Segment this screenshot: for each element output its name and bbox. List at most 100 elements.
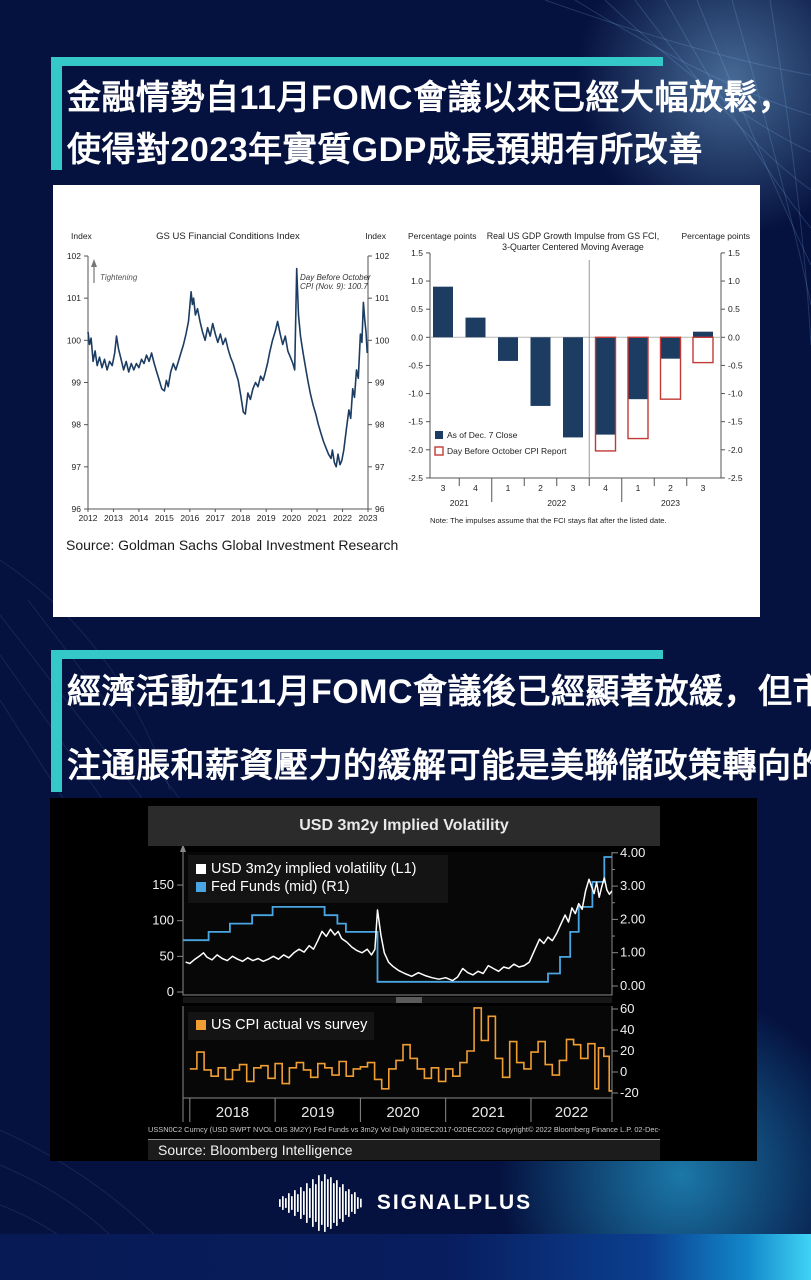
svg-text:3: 3 (571, 483, 576, 493)
svg-text:2022: 2022 (555, 1104, 588, 1121)
footer-gradient-band (0, 1234, 811, 1280)
svg-text:2016: 2016 (180, 513, 199, 523)
headline2-accent-left (51, 650, 62, 792)
bloomberg-source-text: Source: Bloomberg Intelligence (148, 1139, 660, 1160)
headline2-line1: 經濟活動在11月FOMC會議後已經顯著放緩，但市場只關 (67, 673, 811, 711)
svg-text:2013: 2013 (104, 513, 123, 523)
vol-line (185, 877, 612, 982)
headline1-line1: 金融情勢自11月FOMC會議以來已經大幅放鬆， (67, 79, 793, 117)
svg-text:3.00: 3.00 (620, 878, 645, 893)
svg-text:4: 4 (603, 483, 608, 493)
signalplus-logo-text: SIGNALPLUS (376, 1191, 533, 1214)
svg-text:1.5: 1.5 (728, 248, 740, 258)
svg-text:2: 2 (538, 483, 543, 493)
headline1-accent-left (51, 57, 62, 170)
svg-text:100: 100 (67, 335, 81, 345)
svg-text:0.00: 0.00 (620, 978, 645, 993)
svg-text:CPI (Nov. 9): 100.7: CPI (Nov. 9): 100.7 (300, 282, 368, 291)
svg-text:4.00: 4.00 (620, 845, 645, 860)
svg-text:99: 99 (72, 378, 82, 388)
svg-text:US CPI actual vs survey: US CPI actual vs survey (211, 1017, 368, 1033)
svg-text:96: 96 (375, 504, 385, 514)
svg-text:Percentage points: Percentage points (408, 231, 477, 241)
svg-text:101: 101 (67, 293, 81, 303)
gdp-bars (433, 286, 714, 452)
svg-text:0.0: 0.0 (411, 332, 423, 342)
svg-text:2018: 2018 (231, 513, 250, 523)
svg-text:Index: Index (365, 231, 387, 241)
svg-text:3: 3 (441, 483, 446, 493)
svg-text:-0.5: -0.5 (408, 360, 423, 370)
headline1-accent-top (51, 57, 663, 66)
svg-text:As of Dec. 7 Close: As of Dec. 7 Close (447, 430, 518, 440)
svg-text:2020: 2020 (386, 1104, 419, 1121)
svg-text:Tightening: Tightening (100, 273, 138, 282)
svg-text:-1.5: -1.5 (408, 417, 423, 427)
svg-text:96: 96 (72, 504, 82, 514)
svg-text:100: 100 (152, 913, 174, 928)
gs-charts-panel: 96 96 97 97 98 98 99 99 100 100 101 101 102 102 2012 20… (53, 185, 760, 617)
svg-text:1.0: 1.0 (728, 276, 740, 286)
svg-text:Fed Funds (mid) (R1): Fed Funds (mid) (R1) (211, 879, 350, 895)
svg-text:-1.0: -1.0 (408, 389, 423, 399)
svg-text:2015: 2015 (155, 513, 174, 523)
svg-text:2021: 2021 (308, 513, 327, 523)
svg-text:97: 97 (375, 462, 385, 472)
signalplus-logo: SIGNALPLUS (0, 1172, 811, 1234)
svg-text:1: 1 (506, 483, 511, 493)
svg-text:2.00: 2.00 (620, 911, 645, 926)
svg-text:2023: 2023 (661, 498, 680, 508)
svg-text:-1.5: -1.5 (728, 417, 743, 427)
svg-text:2022: 2022 (333, 513, 352, 523)
svg-text:40: 40 (620, 1022, 634, 1037)
svg-text:2020: 2020 (282, 513, 301, 523)
svg-text:1.0: 1.0 (411, 276, 423, 286)
cpi-line (189, 1007, 612, 1092)
svg-text:Index: Index (71, 231, 93, 241)
svg-text:98: 98 (375, 420, 385, 430)
svg-text:20: 20 (620, 1043, 634, 1058)
svg-text:0: 0 (167, 984, 174, 999)
svg-text:2017: 2017 (206, 513, 225, 523)
chart-scrollbar (396, 997, 422, 1003)
gs-source-text: Source: Goldman Sachs Global Investment … (66, 537, 399, 553)
svg-text:2021: 2021 (450, 498, 469, 508)
svg-text:97: 97 (72, 462, 82, 472)
headline2-accent-top (51, 650, 663, 659)
svg-text:-1.0: -1.0 (728, 389, 743, 399)
svg-text:Day Before October: Day Before October (300, 273, 371, 282)
svg-text:100: 100 (375, 335, 389, 345)
bloomberg-charts-svg: 0 50 100 150 0.00 1.00 2.00 3.00 4.00 USD 3m2y im… (152, 844, 645, 1122)
svg-text:Note: The impulses assume that: Note: The impulses assume that the FCI s… (430, 516, 667, 525)
svg-text:-0.5: -0.5 (728, 360, 743, 370)
svg-text:2019: 2019 (257, 513, 276, 523)
fci-line (87, 267, 368, 468)
signalplus-waveform-icon (278, 1174, 362, 1232)
svg-text:4: 4 (473, 483, 478, 493)
svg-text:-2.0: -2.0 (408, 445, 423, 455)
svg-text:-2.5: -2.5 (728, 473, 743, 483)
svg-text:Percentage points: Percentage points (681, 231, 750, 241)
svg-text:USD 3m2y implied volatility (L: USD 3m2y implied volatility (L1) (211, 861, 416, 877)
svg-text:1.00: 1.00 (620, 945, 645, 960)
bloomberg-title: USD 3m2y Implied Volatility (148, 806, 660, 846)
svg-text:Real US GDP Growth Impulse fro: Real US GDP Growth Impulse from GS FCI, (487, 231, 659, 241)
bloomberg-footer-text: USSN0C2 Curncy (USD SWPT NVOL OIS 3M2Y) … (148, 1125, 660, 1134)
svg-text:1: 1 (636, 483, 641, 493)
svg-text:Day Before October CPI Report: Day Before October CPI Report (447, 446, 567, 456)
svg-text:-20: -20 (620, 1085, 639, 1100)
svg-text:99: 99 (375, 378, 385, 388)
bloomberg-panel: USD 3m2y Implied Volatility 0 50 100 150 0.0… (50, 798, 757, 1161)
svg-text:0.0: 0.0 (728, 332, 740, 342)
svg-text:1.5: 1.5 (411, 248, 423, 258)
svg-text:GS US Financial Conditions Ind: GS US Financial Conditions Index (156, 231, 300, 242)
svg-text:2023: 2023 (359, 513, 378, 523)
svg-text:0: 0 (620, 1064, 627, 1079)
headline1-line2: 使得對2023年實質GDP成長預期有所改善 (67, 131, 703, 169)
svg-text:60: 60 (620, 1001, 634, 1016)
svg-text:98: 98 (72, 420, 82, 430)
svg-text:2022: 2022 (547, 498, 566, 508)
svg-text:101: 101 (375, 293, 389, 303)
svg-text:2: 2 (668, 483, 673, 493)
